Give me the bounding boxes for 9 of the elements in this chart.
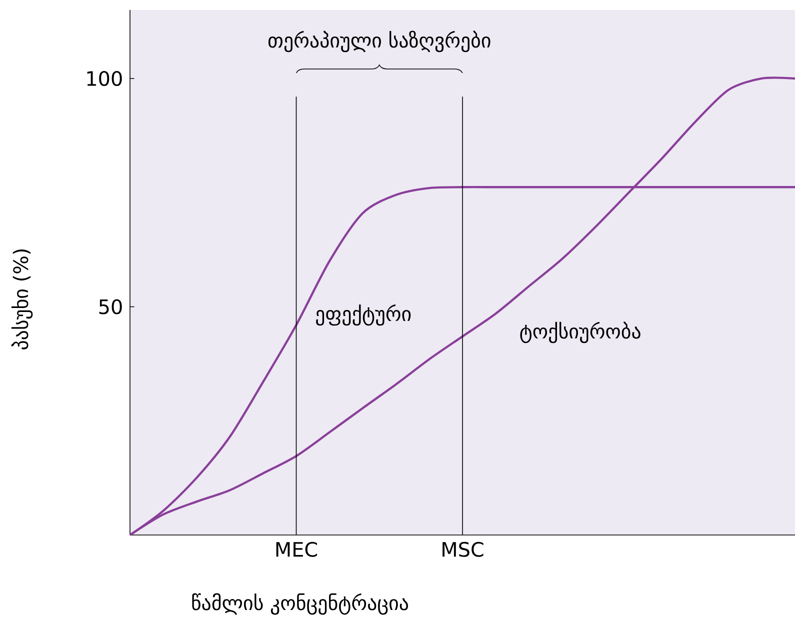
annotation: თერაპიული საზღვრები: [268, 30, 490, 52]
x-tick-label: MEC: [276, 542, 318, 557]
x-axis-title: წამლის კონცენტრაცია: [192, 593, 408, 615]
series-label: ეფექტური: [316, 304, 411, 326]
series-label: ტოქსიურობა: [520, 322, 640, 344]
y-tick-label: 50: [99, 299, 122, 314]
y-axis-title: პასუხი (%): [11, 249, 33, 350]
y-tick-label: 100: [87, 70, 122, 86]
x-tick-label: MSC: [442, 542, 484, 557]
